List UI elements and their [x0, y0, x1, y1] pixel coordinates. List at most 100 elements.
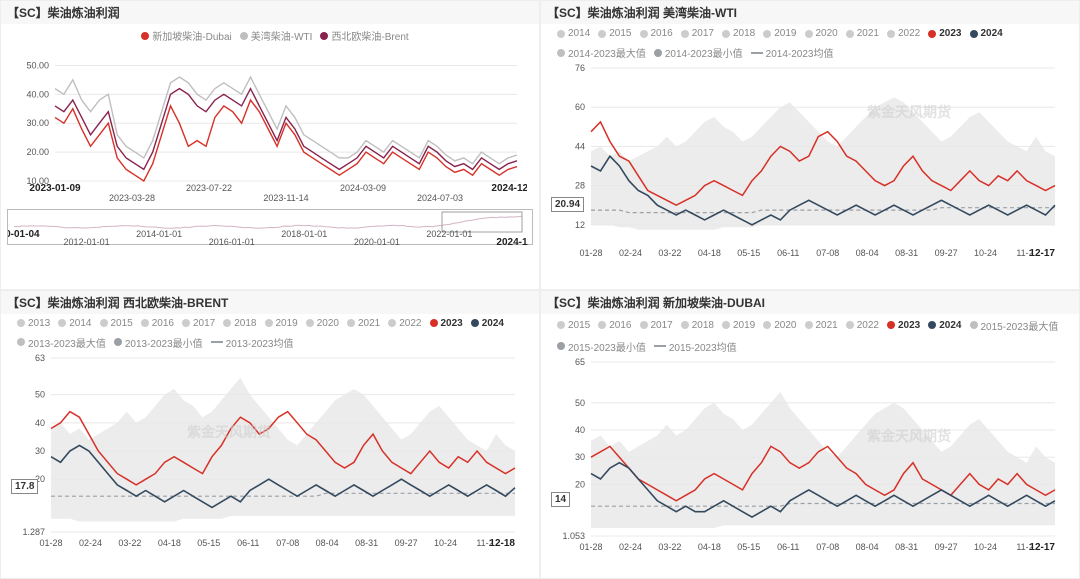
svg-text:04-18: 04-18	[698, 542, 721, 552]
legend-swatch	[17, 338, 25, 346]
legend: 2014 2015 2016 2017 2018 2019 2020 2021 2022 2023…	[557, 28, 1073, 60]
legend-swatch	[640, 30, 648, 38]
legend-item-year[interactable]: 2022	[887, 28, 920, 39]
legend-item-year[interactable]: 2018	[223, 318, 256, 329]
svg-text:09-27: 09-27	[395, 538, 418, 548]
legend-item-year[interactable]: 2016	[141, 318, 174, 329]
legend-label: 2024	[482, 318, 504, 329]
legend-label: 2021	[358, 318, 380, 329]
legend-item-stat[interactable]: 2015-2023均值	[654, 339, 737, 354]
legend-item-year[interactable]: 2017	[182, 318, 215, 329]
legend-label: 2013-2023最大值	[28, 335, 106, 350]
legend-item-active[interactable]: 2024	[471, 318, 504, 329]
legend-item-active[interactable]: 2023	[430, 318, 463, 329]
svg-text:08-31: 08-31	[895, 542, 918, 552]
svg-text:10-24: 10-24	[434, 538, 457, 548]
y-callout: 20.94	[551, 197, 584, 212]
legend-item-year[interactable]: 2020	[306, 318, 339, 329]
legend-item-year[interactable]: 2016	[598, 320, 631, 331]
svg-text:02-24: 02-24	[79, 538, 102, 548]
legend-item-year[interactable]: 2019	[722, 320, 755, 331]
legend-item[interactable]: 西北欧柴油-Brent	[320, 28, 408, 43]
legend-swatch	[265, 319, 273, 327]
legend-item[interactable]: 新加坡柴油-Dubai	[141, 28, 231, 43]
svg-text:06-11: 06-11	[777, 542, 799, 552]
chart-area[interactable]: 10.0020.0030.0040.0050.002023-01-092023-…	[7, 45, 533, 205]
legend-label: 2018	[692, 320, 714, 331]
legend-label: 2022	[898, 28, 920, 39]
legend-item-year[interactable]: 2018	[681, 320, 714, 331]
legend-swatch	[598, 30, 606, 38]
svg-text:2023-01-09: 2023-01-09	[29, 183, 81, 194]
legend-label: 2015-2023最大值	[981, 318, 1059, 333]
legend-item-year[interactable]: 2014	[58, 318, 91, 329]
legend-label: 2016	[609, 320, 631, 331]
legend-item-year[interactable]: 2019	[763, 28, 796, 39]
legend-item-year[interactable]: 2022	[846, 320, 879, 331]
legend-item-year[interactable]: 2015	[598, 28, 631, 39]
legend-swatch	[681, 30, 689, 38]
legend-item-stat[interactable]: 2014-2023均值	[751, 45, 834, 60]
legend-item-year[interactable]: 2022	[388, 318, 421, 329]
legend-item-active[interactable]: 2023	[928, 28, 961, 39]
legend-item-year[interactable]: 2015	[557, 320, 590, 331]
legend-swatch	[211, 341, 223, 343]
chart-area[interactable]: 20.94 紫金天风期货 122844607601-2802-2403-2204…	[547, 62, 1073, 262]
legend-item-active[interactable]: 2024	[970, 28, 1003, 39]
legend-swatch	[681, 321, 689, 329]
legend-label: 2022	[857, 320, 879, 331]
legend-item-year[interactable]: 2018	[722, 28, 755, 39]
legend-item[interactable]: 美湾柴油-WTI	[240, 28, 313, 43]
svg-text:08-31: 08-31	[355, 538, 378, 548]
legend-swatch	[846, 321, 854, 329]
legend-item-year[interactable]: 2017	[681, 28, 714, 39]
panel-nwe-brent: 【SC】柴油炼油利润 西北欧柴油-BRENT 20132014201520162…	[0, 290, 540, 579]
legend-item-stat[interactable]: 2014-2023最小值	[654, 45, 743, 60]
legend-item-year[interactable]: 2016	[640, 28, 673, 39]
svg-text:2014-01-01: 2014-01-01	[136, 229, 182, 239]
legend-item-stat[interactable]: 2013-2023均值	[211, 335, 294, 350]
legend-swatch	[58, 319, 66, 327]
legend-swatch	[805, 30, 813, 38]
legend-label: 2017	[193, 318, 215, 329]
svg-text:01-28: 01-28	[579, 542, 602, 552]
svg-text:2023-07-22: 2023-07-22	[186, 183, 232, 193]
legend-label: 2021	[857, 28, 879, 39]
legend-item-year[interactable]: 2021	[846, 28, 879, 39]
legend-item-year[interactable]: 2020	[805, 28, 838, 39]
chart-area[interactable]: 17.8 紫金天风期货 1.287203040506301-2802-2403-…	[7, 352, 533, 552]
svg-text:07-08: 07-08	[276, 538, 299, 548]
nav-range-selector[interactable]: 2010-01-042012-01-012014-01-012016-01-01…	[7, 209, 533, 245]
legend-label: 2018	[733, 28, 755, 39]
legend-label: 2024	[981, 28, 1003, 39]
legend-item-year[interactable]: 2019	[265, 318, 298, 329]
legend-item-stat[interactable]: 2014-2023最大值	[557, 45, 646, 60]
legend-item-stat[interactable]: 2013-2023最大值	[17, 335, 106, 350]
legend-item-active[interactable]: 2023	[887, 320, 920, 331]
svg-text:12: 12	[575, 220, 585, 230]
legend-label: 2014	[568, 28, 590, 39]
legend-item-year[interactable]: 2021	[805, 320, 838, 331]
legend-item-stat[interactable]: 2015-2023最大值	[970, 318, 1059, 333]
legend-swatch	[887, 321, 895, 329]
legend-label: 2014	[69, 318, 91, 329]
legend-item-active[interactable]: 2024	[928, 320, 961, 331]
legend-label: 2013-2023均值	[226, 335, 294, 350]
panel-diesel-refining-margin: 【SC】柴油炼油利润 新加坡柴油-Dubai美湾柴油-WTI西北欧柴油-Bren…	[0, 0, 540, 290]
svg-text:30: 30	[35, 446, 45, 456]
legend-item-year[interactable]: 2017	[640, 320, 673, 331]
legend-item-year[interactable]: 2014	[557, 28, 590, 39]
legend-item-year[interactable]: 2013	[17, 318, 50, 329]
legend-item-year[interactable]: 2021	[347, 318, 380, 329]
legend-label: 2015-2023均值	[669, 339, 737, 354]
legend-item-stat[interactable]: 2013-2023最小值	[114, 335, 203, 350]
legend-swatch	[388, 319, 396, 327]
legend-item-year[interactable]: 2020	[763, 320, 796, 331]
legend-swatch	[846, 30, 854, 38]
svg-text:63: 63	[35, 353, 45, 363]
legend-item-stat[interactable]: 2015-2023最小值	[557, 339, 646, 354]
legend-swatch	[320, 32, 328, 40]
chart-area[interactable]: 14 紫金天风期货 1.053203040506501-2802-2403-22…	[547, 356, 1073, 556]
legend-swatch	[928, 321, 936, 329]
legend-item-year[interactable]: 2015	[100, 318, 133, 329]
